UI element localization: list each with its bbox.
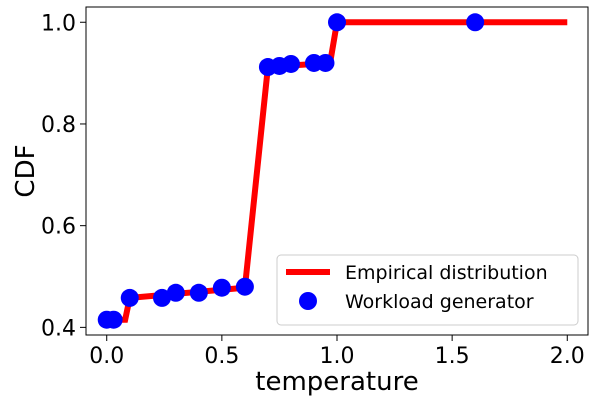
x-tick-label: 0.0 (89, 344, 124, 369)
legend-marker-swatch (299, 292, 317, 310)
workload-generator-point (166, 283, 185, 302)
x-tick-label: 0.5 (204, 344, 239, 369)
x-axis-label: temperature (255, 367, 418, 397)
workload-generator-point (281, 54, 300, 73)
legend-label-workload: Workload generator (345, 291, 534, 313)
workload-generator-point (328, 13, 346, 32)
workload-generator-point (466, 13, 485, 32)
workload-generator-point (316, 53, 335, 72)
workload-generator-point (212, 278, 231, 297)
y-tick-label: 0.6 (41, 215, 76, 240)
workload-generator-point (104, 310, 123, 329)
series-layer (97, 13, 568, 329)
x-axis-ticks: 0.0 0.5 1.0 1.5 2.0 (89, 335, 585, 369)
workload-generator-point (189, 283, 208, 302)
y-axis-label: CDF (11, 144, 41, 197)
y-axis-ticks: 0.4 0.6 0.8 1.0 (41, 11, 86, 341)
x-tick-label: 1.0 (320, 344, 355, 369)
legend-box (276, 254, 579, 326)
y-tick-label: 0.8 (41, 113, 76, 138)
legend: Empirical distribution Workload generato… (276, 254, 579, 326)
y-tick-label: 0.4 (41, 316, 76, 341)
workload-generator-point (120, 288, 139, 307)
workload-generator-point (235, 277, 254, 296)
y-tick-label: 1.0 (41, 11, 76, 36)
x-tick-label: 1.5 (435, 344, 470, 369)
workload-generator-point (152, 288, 171, 307)
x-tick-label: 2.0 (550, 344, 585, 369)
legend-label-empirical: Empirical distribution (345, 262, 548, 284)
